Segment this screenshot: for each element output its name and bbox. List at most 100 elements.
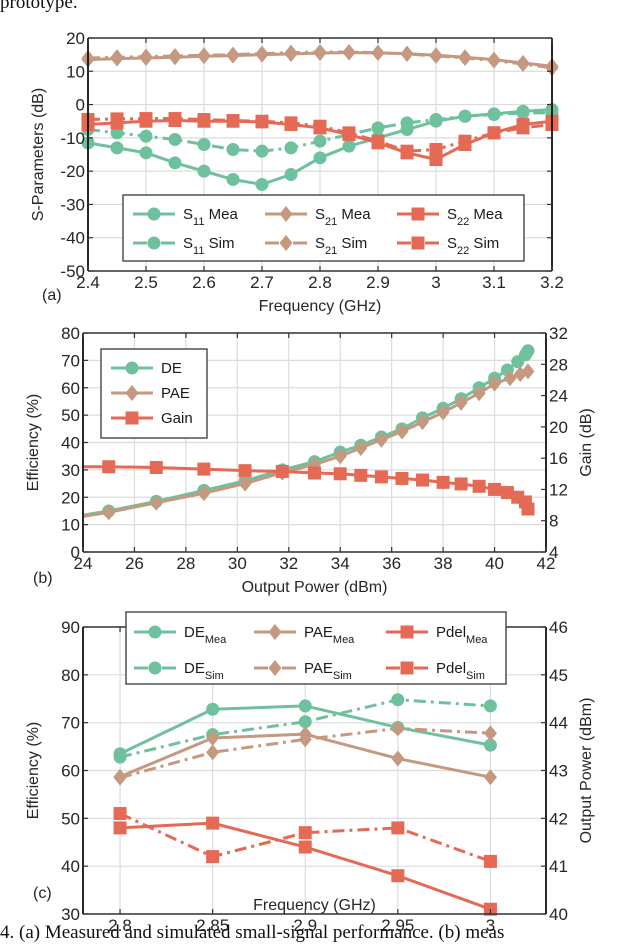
x-tick-label: 2.7 xyxy=(250,273,274,292)
data-point-gain xyxy=(102,460,116,474)
data-point-gain xyxy=(333,467,347,481)
data-point-gain xyxy=(472,479,486,493)
data-point-s21-sim xyxy=(429,47,443,64)
data-point-gain xyxy=(454,477,468,491)
data-point-s11-sim xyxy=(226,143,240,157)
y-tick-label: 20 xyxy=(61,488,80,507)
data-point-gain xyxy=(395,471,409,485)
data-point-s22-sim xyxy=(371,134,385,148)
legend-marker xyxy=(147,236,161,250)
chart-c: 2.8 2.85 2.9 2.95 3 30 40 50 60 70 80 90 40 41 42 43 44 4… xyxy=(25,611,595,935)
y-tick-label: -50 xyxy=(60,262,85,281)
x-tick-label: 2.6 xyxy=(192,273,216,292)
y2-tick-label: 12 xyxy=(549,480,568,499)
y-tick-label: -10 xyxy=(60,129,85,148)
data-point-pae xyxy=(454,394,468,411)
legend-marker xyxy=(400,661,414,675)
data-point-de xyxy=(521,344,535,358)
data-point-gain xyxy=(308,466,321,480)
x-tick-label: 2.8 xyxy=(308,273,332,292)
y-tick-label: 40 xyxy=(61,857,80,876)
data-point-s11-mea xyxy=(255,177,269,191)
x-tick-label: 3.1 xyxy=(482,273,506,292)
data-point-s11-sim xyxy=(284,141,298,155)
x-tick-label: 2.5 xyxy=(134,273,158,292)
data-point-s21-sim xyxy=(400,45,414,62)
legend-marker xyxy=(125,411,139,425)
axes: 2.4 2.5 2.6 2.7 2.8 2.9 3 3.1 3.2 -50 -40 -30 -20 -10… xyxy=(30,29,564,315)
data-point-pae xyxy=(436,404,450,421)
legend: DE PAE Gain xyxy=(100,348,208,439)
legend-marker xyxy=(125,361,139,375)
legend-label: S22 Sim xyxy=(447,235,499,257)
x-tick-label: 24 xyxy=(74,554,93,573)
chart-a: 2.4 2.5 2.6 2.7 2.8 2.9 3 3.1 3.2 -50 -40 -30 -20 -10… xyxy=(30,29,564,315)
data-point-de_sim xyxy=(391,693,405,707)
data-point-s22-sim xyxy=(255,114,269,128)
y2-tick-label: 32 xyxy=(549,324,568,343)
y-axis-label: S-Parameters (dB) xyxy=(30,88,47,221)
data-point-s11-sim xyxy=(516,106,530,120)
data-point-s21-sim xyxy=(458,49,472,66)
legend-marker xyxy=(148,661,162,675)
y2-tick-label: 16 xyxy=(549,449,568,468)
data-point-pae_mea xyxy=(206,729,220,746)
y-tick-label: 60 xyxy=(61,762,80,781)
data-point-pdel_mea xyxy=(391,869,405,883)
data-point-s22-sim xyxy=(226,114,240,128)
y2-tick-label: 8 xyxy=(549,512,558,531)
data-point-s11-sim xyxy=(429,113,443,127)
data-point-pae_sim xyxy=(113,769,127,786)
data-point-pdel_sim xyxy=(298,826,312,840)
legend-marker xyxy=(125,385,139,401)
series-group xyxy=(82,344,535,521)
data-point-pae_sim xyxy=(391,720,405,737)
y-tick-label: 0 xyxy=(71,543,80,562)
y-tick-label: 30 xyxy=(61,461,80,480)
x-tick-label: 28 xyxy=(176,554,195,573)
legend-label: PdelMea xyxy=(436,624,488,646)
legend-label: PAE xyxy=(161,385,190,402)
data-point-pae_sim xyxy=(483,725,497,742)
x-tick-label: 2.8 xyxy=(108,916,132,935)
legend-marker xyxy=(268,624,282,640)
data-point-gain xyxy=(197,462,211,476)
legend-label: S22 Mea xyxy=(447,206,503,228)
y2-tick-label: 28 xyxy=(549,355,568,374)
x-tick-label: 26 xyxy=(125,554,144,573)
data-point-gain xyxy=(488,482,502,496)
legend-box xyxy=(122,194,525,262)
data-point-s22-sim xyxy=(139,112,153,126)
y-axis-label: Efficiency (%) xyxy=(25,394,42,492)
y-tick-label: 40 xyxy=(61,434,80,453)
legend-label: PAEMea xyxy=(304,624,355,646)
legend-marker xyxy=(279,206,293,222)
data-point-s22-sim xyxy=(458,134,472,148)
data-point-pdel_sim xyxy=(206,850,220,864)
chart-b: 24 26 28 30 32 34 36 38 40 42 0 10 20 30 40 50 60 70 80 4 8 1… xyxy=(25,324,595,596)
x-tick-label: 42 xyxy=(537,554,556,573)
data-point-de_sim xyxy=(298,715,312,729)
x-tick-label: 30 xyxy=(228,554,247,573)
legend-marker xyxy=(147,207,161,221)
legend-marker xyxy=(411,236,425,250)
data-point-de_sim xyxy=(483,699,497,713)
legend: DEMea PAEMea PdelMea DESim PAESim PdelSim xyxy=(125,611,507,685)
x-tick-label: 38 xyxy=(434,554,453,573)
data-point-gain xyxy=(149,461,163,475)
data-point-de_mea xyxy=(483,738,497,752)
x-tick-label: 34 xyxy=(331,554,350,573)
series-line-pdel_sim xyxy=(119,812,491,863)
legend-label: S11 Mea xyxy=(183,206,238,228)
data-point-gain xyxy=(275,464,289,478)
data-point-pae_mea xyxy=(483,769,497,786)
panel-label: (c) xyxy=(33,885,52,902)
data-point-s22-sim xyxy=(516,121,530,135)
data-point-s21-sim xyxy=(168,47,182,64)
x-tick-label: 2.95 xyxy=(381,916,414,935)
x-tick-label: 3.2 xyxy=(540,273,564,292)
data-point-gain xyxy=(374,470,388,484)
data-point-s22-sim xyxy=(429,143,443,157)
y2-tick-label: 45 xyxy=(549,666,568,685)
y2-tick-label: 43 xyxy=(549,762,568,781)
